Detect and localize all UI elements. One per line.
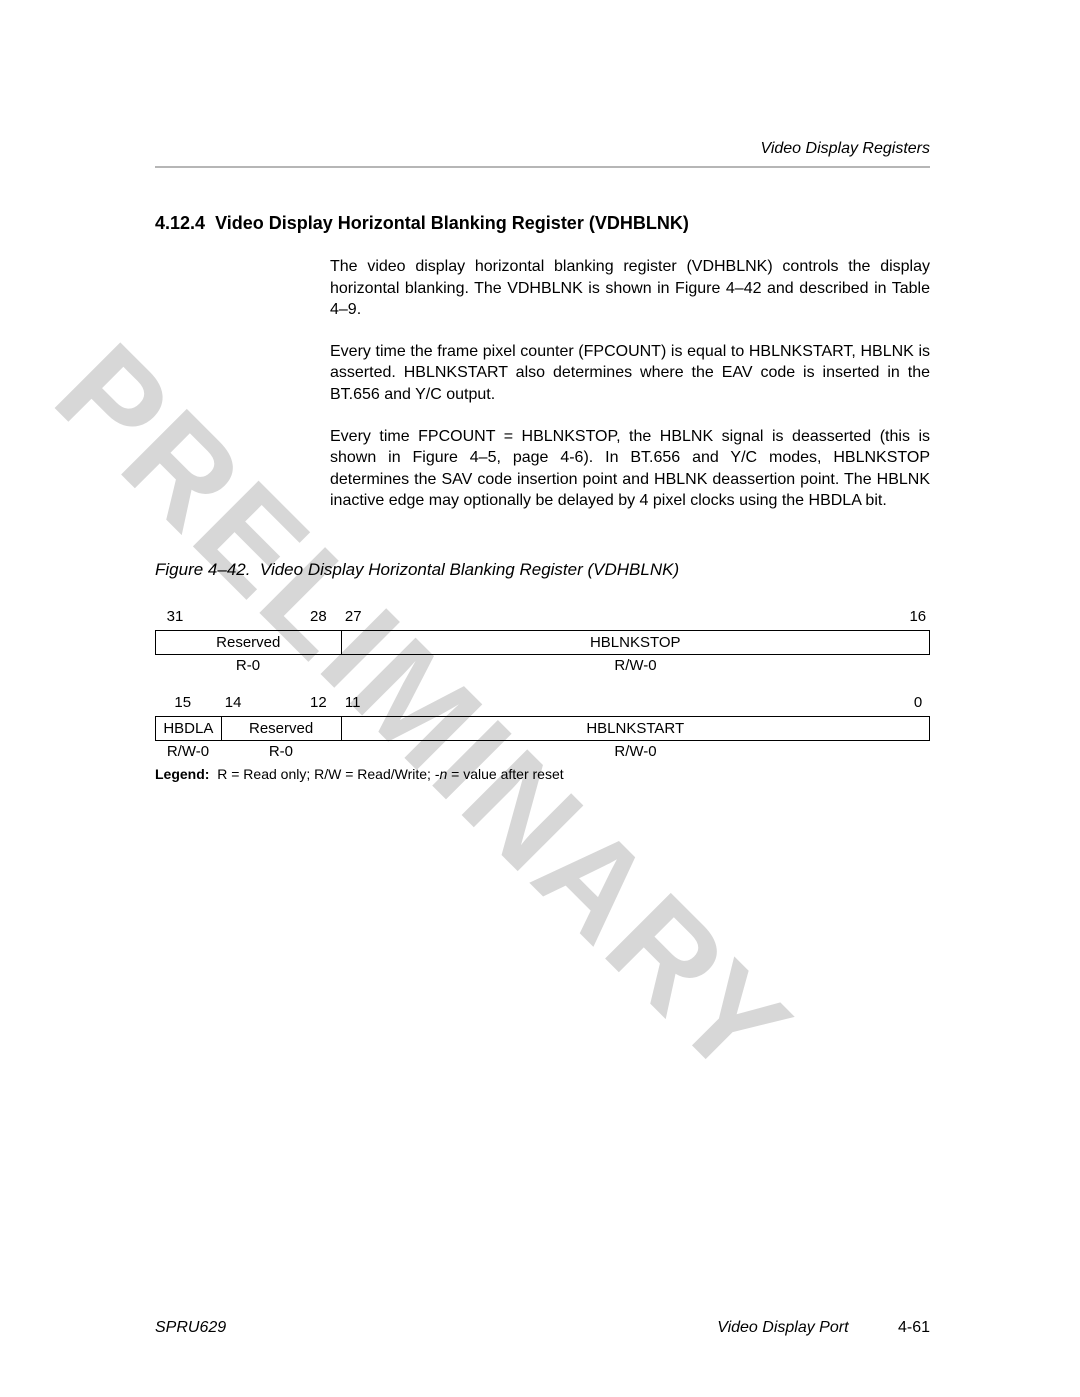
field-reserved-lo: Reserved bbox=[222, 717, 342, 740]
field-reserved-hi: Reserved bbox=[156, 631, 342, 654]
field-row-1: Reserved HBLNKSTOP bbox=[155, 630, 930, 655]
access-row-2: R/W-0 R-0 R/W-0 bbox=[155, 743, 930, 760]
body-text: The video display horizontal blanking re… bbox=[330, 256, 930, 512]
bit-11: 11 bbox=[345, 694, 361, 711]
figure-number: Figure 4–42. bbox=[155, 560, 250, 579]
access-hblnkstop: R/W-0 bbox=[341, 657, 930, 674]
footer-page-number: 4-61 bbox=[898, 1319, 930, 1336]
bit-labels-row1: 31 28 27 16 bbox=[155, 608, 930, 628]
field-hblnkstart: HBLNKSTART bbox=[342, 717, 929, 740]
bit-15: 15 bbox=[174, 694, 191, 711]
register-diagram: 31 28 27 16 Reserved HBLNKSTOP R-0 R/W-0… bbox=[155, 608, 930, 782]
paragraph-2: Every time the frame pixel counter (FPCO… bbox=[330, 341, 930, 406]
bit-labels-row2: 15 14 12 11 0 bbox=[155, 694, 930, 714]
bit-16: 16 bbox=[909, 608, 926, 625]
bit-0: 0 bbox=[914, 694, 922, 711]
access-reserved-hi: R-0 bbox=[155, 657, 341, 674]
field-hbdla: HBDLA bbox=[156, 717, 222, 740]
bit-31: 31 bbox=[167, 608, 184, 625]
bit-12: 12 bbox=[310, 694, 327, 711]
figure-title: Video Display Horizontal Blanking Regist… bbox=[260, 560, 679, 579]
field-row-2: HBDLA Reserved HBLNKSTART bbox=[155, 716, 930, 741]
section-heading: 4.12.4 Video Display Horizontal Blanking… bbox=[155, 213, 930, 234]
legend: Legend: R = Read only; R/W = Read/Write;… bbox=[155, 766, 930, 782]
access-reserved-lo: R-0 bbox=[221, 743, 341, 760]
bit-27: 27 bbox=[345, 608, 362, 625]
header-rule bbox=[155, 166, 930, 168]
footer-chapter: Video Display Port bbox=[717, 1319, 848, 1336]
section-number: 4.12.4 bbox=[155, 213, 205, 233]
page-footer: SPRU629 Video Display Port 4-61 bbox=[155, 1319, 930, 1337]
access-hbdla: R/W-0 bbox=[155, 743, 221, 760]
section-title: Video Display Horizontal Blanking Regist… bbox=[215, 213, 689, 233]
access-hblnkstart: R/W-0 bbox=[341, 743, 930, 760]
running-header: Video Display Registers bbox=[155, 140, 930, 158]
legend-label: Legend: bbox=[155, 766, 209, 782]
figure-caption: Figure 4–42. Video Display Horizontal Bl… bbox=[155, 560, 930, 580]
access-row-1: R-0 R/W-0 bbox=[155, 657, 930, 674]
paragraph-1: The video display horizontal blanking re… bbox=[330, 256, 930, 321]
bit-14: 14 bbox=[225, 694, 242, 711]
legend-text-1: R = Read only; R/W = Read/Write; - bbox=[217, 766, 439, 782]
footer-doc-id: SPRU629 bbox=[155, 1319, 226, 1337]
bit-28: 28 bbox=[310, 608, 327, 625]
legend-text-2: = value after reset bbox=[447, 766, 563, 782]
field-hblnkstop: HBLNKSTOP bbox=[342, 631, 929, 654]
paragraph-3: Every time FPCOUNT = HBLNKSTOP, the HBLN… bbox=[330, 426, 930, 512]
